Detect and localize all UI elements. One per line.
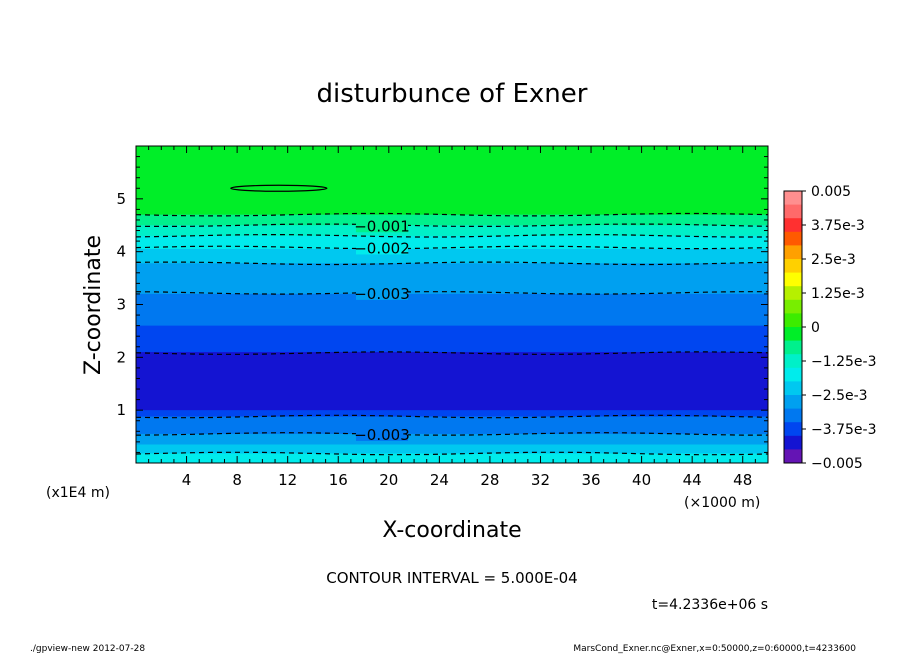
- y-unit-label: (x1E4 m): [46, 485, 110, 501]
- colorbar-swatch-3: [784, 231, 802, 246]
- contour-label-1: −0.001: [354, 217, 410, 235]
- contour-label-3: −0.002: [354, 239, 410, 257]
- contour-line-6: [136, 351, 768, 355]
- colorbar-label-2: 2.5e-3: [811, 252, 856, 268]
- colorbar-swatch-14: [784, 381, 802, 396]
- contour-labels: −0.001 −0.002 −0.003 −0.003: [354, 216, 410, 444]
- field-band-5: [136, 263, 768, 295]
- footer-right: MarsCond_Exner.nc@Exner,x=0:50000,z=0:60…: [573, 644, 856, 654]
- colorbar-label-4: 0: [811, 320, 820, 336]
- x-axis: 4 8 12 16 20 24 28 32 36 40 44 48: [148, 146, 756, 489]
- contour-line-8: [136, 432, 768, 436]
- colorbar-swatch-17: [784, 422, 802, 437]
- colorbar-swatch-2: [784, 218, 802, 233]
- field-band-4: [136, 249, 768, 264]
- x-tick-label-0: 4: [182, 471, 192, 489]
- x-tick-label-4: 20: [379, 471, 398, 489]
- colorbar-swatch-12: [784, 354, 802, 369]
- y-axis-label: Z-coordinate: [81, 235, 106, 375]
- colorbar-label-3: 1.25e-3: [811, 286, 865, 302]
- colorbar-label-0: 0.005: [811, 184, 851, 200]
- colorbar-swatch-10: [784, 327, 802, 341]
- field-band-11: [136, 433, 768, 446]
- time-label: t=4.2336e+06 s: [652, 597, 768, 613]
- y-tick-label-1: 2: [116, 348, 126, 366]
- field-band-6: [136, 293, 768, 327]
- contour-line-5: [136, 291, 768, 295]
- contour-interval-text: CONTOUR INTERVAL = 5.000E-04: [326, 569, 577, 587]
- colorbar: 0.005 3.75e-3 2.5e-3 1.25e-3 0 −1.25e-3 −2.5e-…: [783, 184, 876, 472]
- y-tick-label-4: 5: [116, 190, 126, 208]
- colorbar-swatch-19: [784, 449, 802, 464]
- y-tick-label-2: 3: [116, 296, 126, 314]
- y-axis: 1 2 3 4 5: [116, 156, 768, 453]
- field-band-10: [136, 416, 768, 435]
- colorbar-swatch-4: [784, 245, 802, 260]
- x-tick-label-9: 40: [632, 471, 651, 489]
- contour-line-7: [136, 414, 768, 419]
- colorbar-swatch-8: [784, 299, 802, 314]
- colorbar-swatch-16: [784, 408, 802, 423]
- x-axis-label: X-coordinate: [382, 518, 521, 543]
- colorbar-swatch-11: [784, 340, 802, 355]
- colorbar-swatch-7: [784, 286, 802, 301]
- field-band-8: [136, 352, 768, 411]
- x-tick-label-6: 28: [480, 471, 499, 489]
- contour-line-3: [136, 245, 768, 250]
- chart-title: disturbunce of Exner: [317, 79, 588, 109]
- y-tick-label-0: 1: [116, 401, 126, 419]
- plot-area: −0.001−0.002−0.003−0.003 4 8 12 16 20 24 28 32 3…: [116, 145, 769, 489]
- x-tick-label-10: 44: [683, 471, 702, 489]
- field-band-9: [136, 410, 768, 418]
- x-tick-label-11: 48: [733, 471, 752, 489]
- x-tick-label-2: 12: [278, 471, 297, 489]
- colorbar-swatch-6: [784, 272, 802, 287]
- colorbar-swatch-18: [784, 435, 802, 450]
- contour-label-bg-8: [356, 424, 408, 441]
- field-band-1: [136, 214, 768, 226]
- field-band-3: [136, 235, 768, 250]
- field-band-0: [136, 146, 768, 216]
- x-tick-label-3: 16: [329, 471, 348, 489]
- colorbar-swatch-5: [784, 259, 802, 273]
- colorbar-swatch-0: [784, 191, 802, 205]
- contour-label-bg-1: [356, 216, 408, 233]
- contour-lines: [136, 184, 768, 456]
- x-unit-label: (×1000 m): [684, 495, 760, 511]
- contour-line-9: [136, 451, 768, 456]
- contour-label-bg-3: [356, 238, 408, 255]
- colorbar-label-1: 3.75e-3: [811, 218, 865, 234]
- contour-label-8: −0.003: [354, 426, 410, 444]
- colorbar-swatch-1: [784, 204, 802, 219]
- field-band-13: [136, 453, 768, 463]
- field-band-7: [136, 325, 768, 353]
- colorbar-label-7: −3.75e-3: [811, 422, 876, 438]
- contour-line-1: [136, 223, 768, 227]
- contour-line-2: [136, 234, 768, 238]
- contour-label-5: −0.003: [354, 285, 410, 303]
- field-band-12: [136, 444, 768, 455]
- colorbar-swatch-9: [784, 313, 802, 328]
- filled-bands: [136, 146, 768, 463]
- colorbar-swatch-15: [784, 395, 802, 409]
- contour-line-0: [136, 212, 768, 217]
- colorbar-label-8: −0.005: [811, 456, 863, 472]
- colorbar-label-5: −1.25e-3: [811, 354, 876, 370]
- x-tick-label-1: 8: [232, 471, 242, 489]
- x-tick-label-8: 36: [581, 471, 600, 489]
- x-tick-label-7: 32: [531, 471, 550, 489]
- colorbar-label-6: −2.5e-3: [811, 388, 868, 404]
- field-band-2: [136, 225, 768, 237]
- contour-label-bg-5: [356, 283, 408, 300]
- colorbar-swatch-13: [784, 367, 802, 382]
- closed-contour: [230, 184, 328, 192]
- y-tick-label-3: 4: [116, 243, 126, 261]
- contour-line-4: [136, 261, 768, 266]
- x-tick-label-5: 24: [430, 471, 449, 489]
- footer-left: ./gpview-new 2012-07-28: [30, 644, 145, 654]
